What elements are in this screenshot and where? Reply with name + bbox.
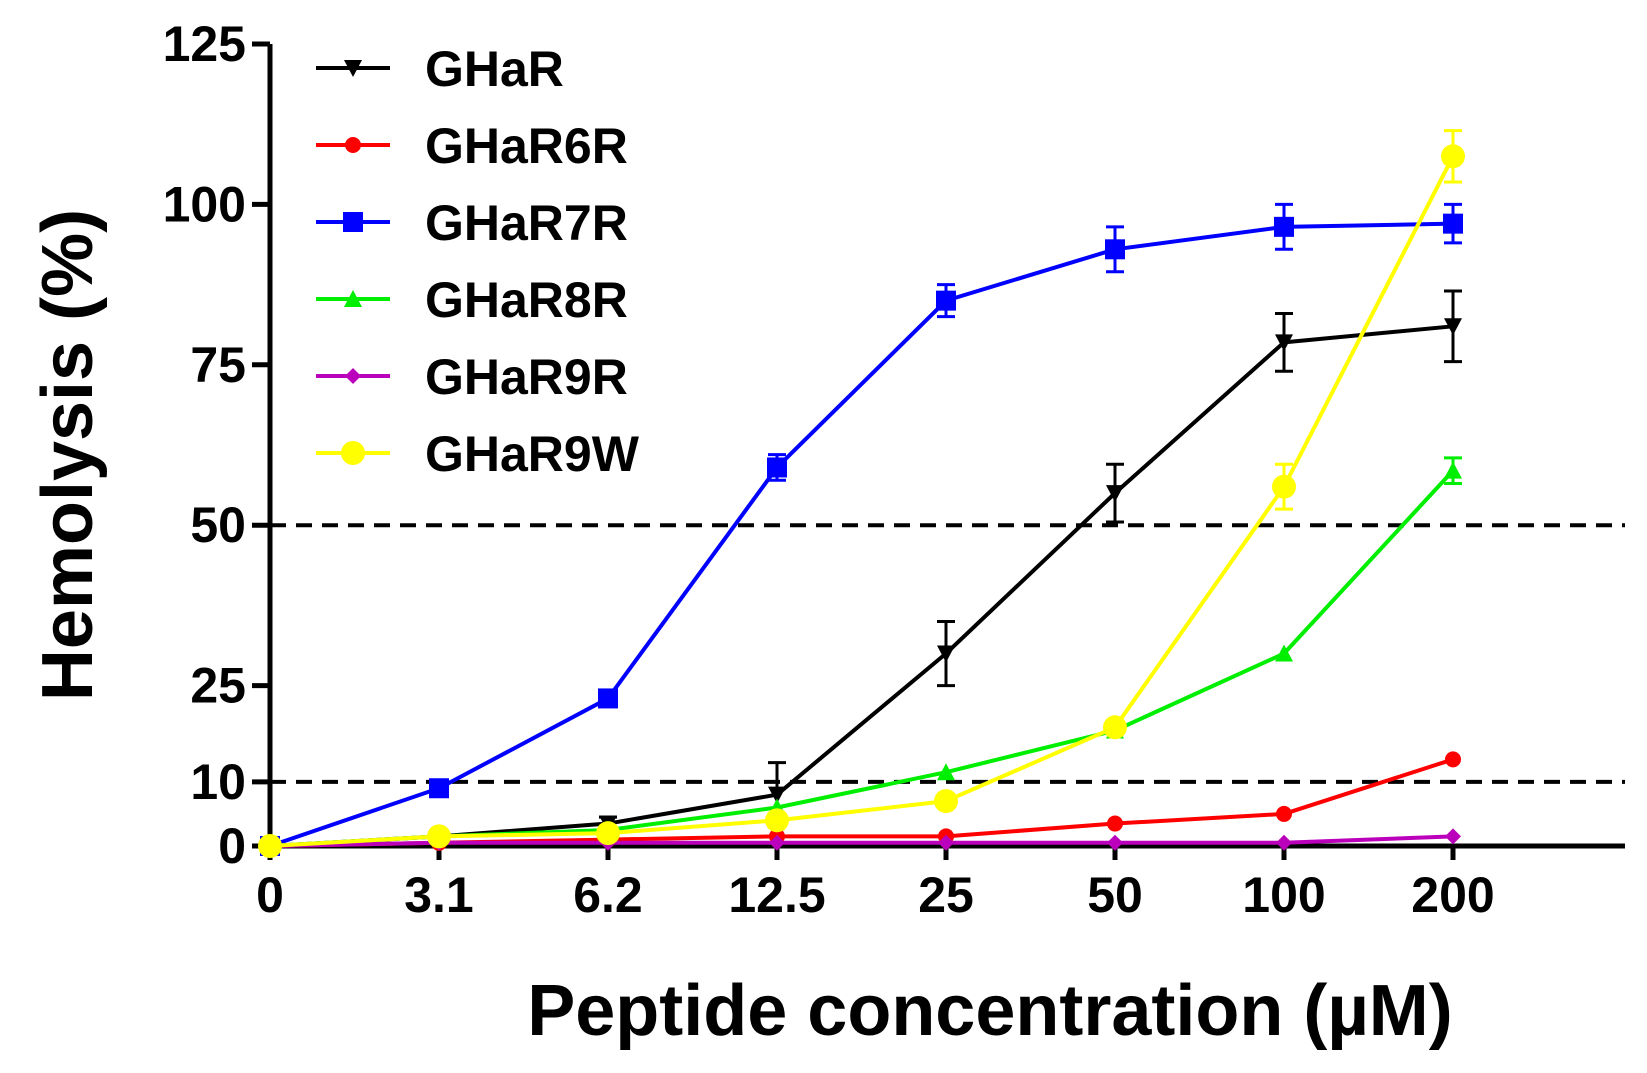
data-point <box>1107 834 1123 851</box>
y-tick-label: 0 <box>218 818 246 874</box>
legend-item-GHaR9W: GHaR9W <box>316 426 640 482</box>
x-tick-label: 6.2 <box>573 867 643 923</box>
legend-item-GHaR: GHaR <box>316 41 564 97</box>
series-line-GHaR9R <box>269 834 1454 848</box>
data-point <box>1107 815 1123 832</box>
data-point <box>1441 144 1465 169</box>
y-axis-title: Hemolysis (%) <box>28 209 108 701</box>
data-point <box>767 457 787 478</box>
legend-label: GHaR9W <box>425 426 640 482</box>
x-axis-title: Peptide concentration (µM) <box>527 971 1453 1051</box>
x-tick-label: 0 <box>256 867 284 923</box>
x-tick-label: 3.1 <box>404 867 474 923</box>
data-point <box>429 778 449 799</box>
legend-label: GHaR9R <box>425 349 628 405</box>
data-point <box>598 688 618 709</box>
x-axis: 0 3.1 6.2 12.5 25 50 100 200 <box>256 843 1625 923</box>
legend-marker <box>345 368 361 384</box>
data-point <box>938 834 954 851</box>
x-tick-label: 50 <box>1087 867 1143 923</box>
data-point <box>1445 751 1461 768</box>
legend-label: GHaR7R <box>425 195 628 251</box>
data-point <box>769 834 785 851</box>
y-axis: 0 10 25 50 75 100 125 <box>163 16 273 874</box>
y-tick-label: 125 <box>163 16 246 72</box>
legend-label: GHaR8R <box>425 272 628 328</box>
legend-item-GHaR9R: GHaR9R <box>316 349 628 405</box>
legend-item-GHaR8R: GHaR8R <box>316 272 628 328</box>
y-tick-label: 25 <box>190 658 246 714</box>
legend-item-GHaR7R: GHaR7R <box>316 195 628 251</box>
data-point <box>1444 461 1462 479</box>
x-tick-label: 100 <box>1242 867 1325 923</box>
data-point <box>934 789 958 814</box>
legend-label: GHaR <box>425 41 564 97</box>
data-point <box>1276 834 1292 851</box>
data-point <box>937 763 955 781</box>
series-GHaR9W <box>258 129 1465 858</box>
data-point <box>765 808 789 833</box>
data-point <box>1275 334 1293 352</box>
legend-marker <box>344 290 362 307</box>
legend-marker <box>345 137 361 153</box>
data-point <box>768 786 786 804</box>
x-tick-label: 25 <box>918 867 974 923</box>
legend-marker <box>344 60 362 77</box>
data-point <box>1274 216 1294 237</box>
data-point <box>1445 828 1461 845</box>
legend-item-GHaR6R: GHaR6R <box>316 118 628 174</box>
data-point <box>1105 239 1125 260</box>
data-point <box>936 290 956 311</box>
data-point <box>1272 474 1296 499</box>
y-tick-label: 50 <box>190 497 246 553</box>
legend: GHaR GHaR6R GHaR7R GHaR8R GHaR9R GHaR9W <box>316 41 640 482</box>
data-point <box>1443 213 1463 234</box>
legend-marker <box>343 212 363 232</box>
data-point <box>427 824 451 849</box>
legend-marker <box>341 441 365 465</box>
data-point <box>937 645 955 663</box>
series-line-GHaR9W <box>269 155 1455 848</box>
y-tick-label: 75 <box>190 337 246 393</box>
series-GHaR7R <box>260 202 1463 856</box>
data-point <box>596 821 620 846</box>
y-tick-label: 100 <box>163 176 246 232</box>
data-point <box>1103 715 1127 740</box>
x-tick-label: 12.5 <box>728 867 825 923</box>
data-point <box>1276 805 1292 822</box>
x-tick-label: 200 <box>1411 867 1494 923</box>
series-line-GHaR7R <box>269 221 1454 848</box>
y-tick-label: 10 <box>190 754 246 810</box>
series-layer <box>258 129 1465 858</box>
data-point <box>1275 644 1293 662</box>
legend-label: GHaR6R <box>425 118 628 174</box>
data-point <box>258 834 282 858</box>
reference-lines <box>270 523 1625 784</box>
data-point <box>1106 485 1124 503</box>
data-point <box>1444 318 1462 336</box>
